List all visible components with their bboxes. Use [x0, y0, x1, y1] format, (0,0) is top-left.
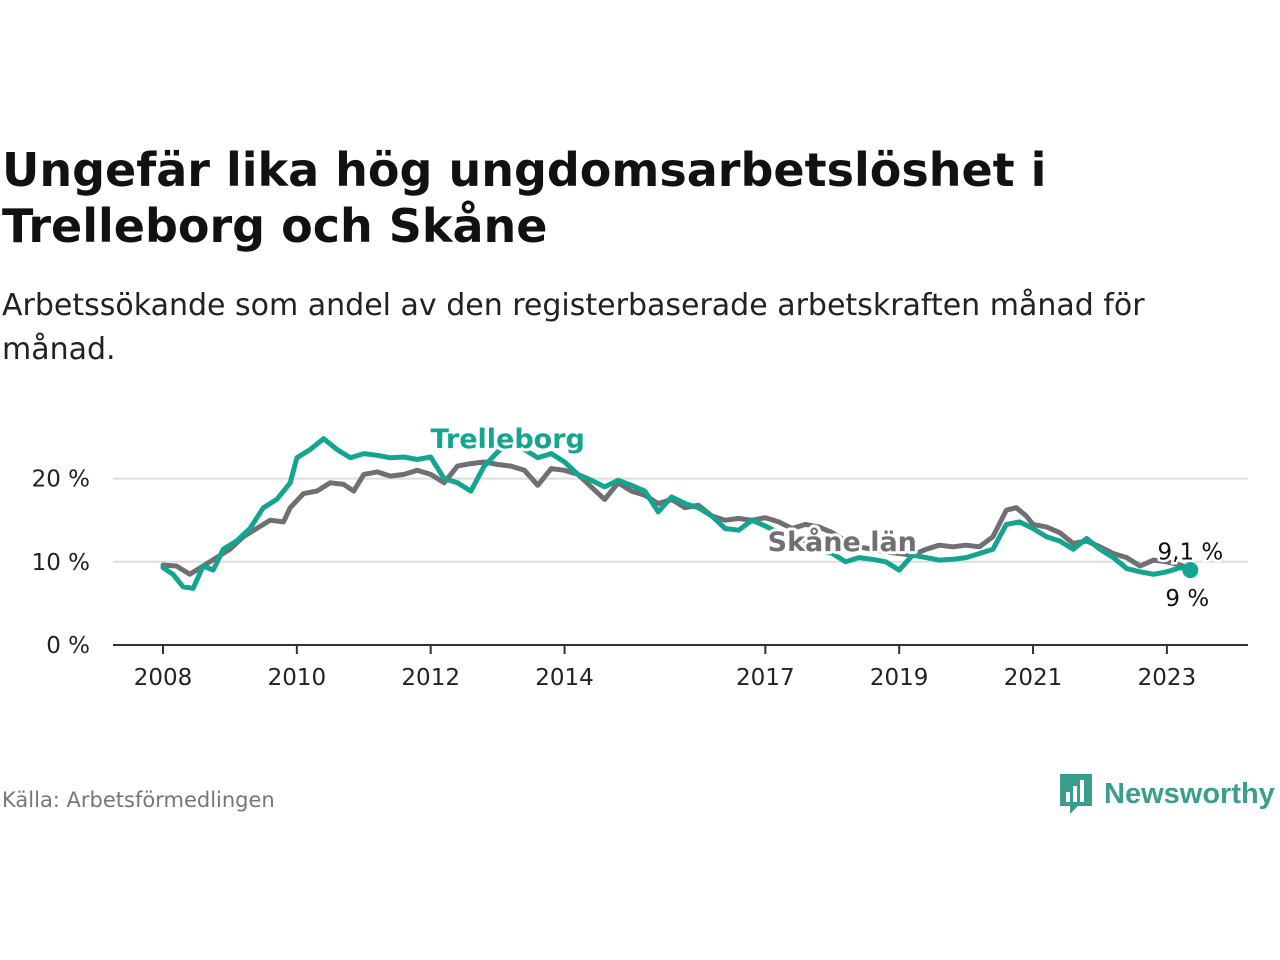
y-tick-label: 10 % — [32, 550, 90, 576]
series-line-trelleborg — [160, 436, 1193, 591]
y-tick-label: 0 % — [46, 633, 90, 659]
x-tick-label: 2019 — [870, 665, 929, 691]
x-tick-label: 2014 — [535, 665, 594, 691]
line-chart: Trelleborg Skåne län 9,1 % 9 % 0 % 10 % 20 % 2… — [32, 421, 1248, 691]
x-tick-label: 2017 — [736, 665, 795, 691]
x-tick-label: 2010 — [268, 665, 327, 691]
chart-title: Ungefär lika hög ungdomsarbetslöshet i T… — [2, 143, 1047, 253]
bar-chart-icon — [1060, 774, 1092, 814]
series-label-sk-ne-l-n: Skåne län — [768, 526, 917, 558]
chart-subtitle: Arbetssökande som andel av den registerb… — [2, 288, 1145, 367]
x-tick-label: 2008 — [134, 665, 193, 691]
axis-layer: 0 % 10 % 20 % 2008 2010 2012 2014 2017 2019 2021 2… — [32, 467, 1248, 691]
label-layer: Trelleborg Skåne län 9,1 % 9 % — [427, 421, 1225, 615]
series-line-sk-ne-l-n — [160, 459, 1193, 577]
x-tick-label: 2012 — [401, 665, 460, 691]
series-label-trelleborg: Trelleborg — [430, 424, 584, 455]
y-tick-label: 20 % — [32, 467, 90, 493]
skane-end-value-label: 9,1 % — [1158, 539, 1224, 565]
trelleborg-end-point — [1182, 562, 1199, 579]
x-tick-label: 2023 — [1138, 665, 1197, 691]
newsworthy-logo: Newsworthy — [1058, 772, 1275, 816]
source-note: Källa: Arbetsförmedlingen — [2, 788, 275, 812]
series-layer — [160, 436, 1199, 591]
trelleborg-end-value-label: 9 % — [1165, 586, 1209, 612]
grid-layer — [113, 477, 1248, 563]
brand-name: Newsworthy — [1104, 777, 1275, 810]
x-tick-label: 2021 — [1004, 665, 1063, 691]
